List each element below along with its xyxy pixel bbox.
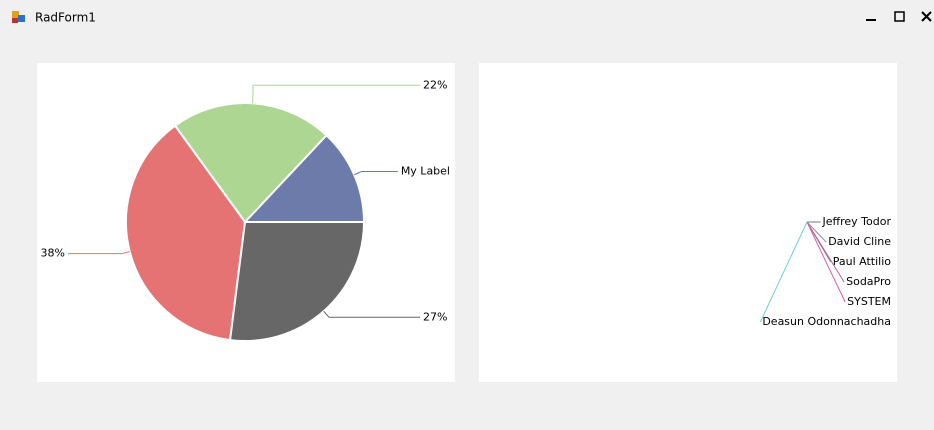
data-label: 22%	[423, 78, 447, 91]
leader-line	[323, 310, 420, 318]
data-label: Deasun Odonnachadha	[762, 315, 891, 328]
leader-line	[806, 221, 827, 243]
leader-line	[68, 251, 130, 255]
data-label: 38%	[41, 247, 65, 260]
chart-panel	[479, 63, 897, 382]
title-bar	[0, 0, 934, 36]
leader-line	[354, 171, 398, 176]
data-label: David Cline	[828, 235, 891, 248]
close-button[interactable]	[921, 11, 932, 22]
leader-line	[251, 84, 420, 104]
data-label: Jeffrey Todor	[822, 215, 892, 228]
pie-slice	[228, 221, 366, 342]
window-title: RadForm1	[35, 11, 96, 25]
pie-slice	[173, 102, 328, 224]
maximize-button[interactable]	[894, 11, 905, 22]
data-label: SodaPro	[846, 275, 891, 288]
leader-line	[806, 221, 846, 303]
pie-slice	[242, 133, 366, 223]
data-label: SYSTEM	[847, 295, 891, 308]
app-icon	[12, 11, 25, 23]
data-label: My Label	[401, 165, 450, 178]
leader-line	[806, 221, 845, 283]
data-label: Paul Attilio	[833, 255, 892, 268]
data-label: 27%	[423, 310, 447, 323]
leader-line	[759, 221, 808, 323]
